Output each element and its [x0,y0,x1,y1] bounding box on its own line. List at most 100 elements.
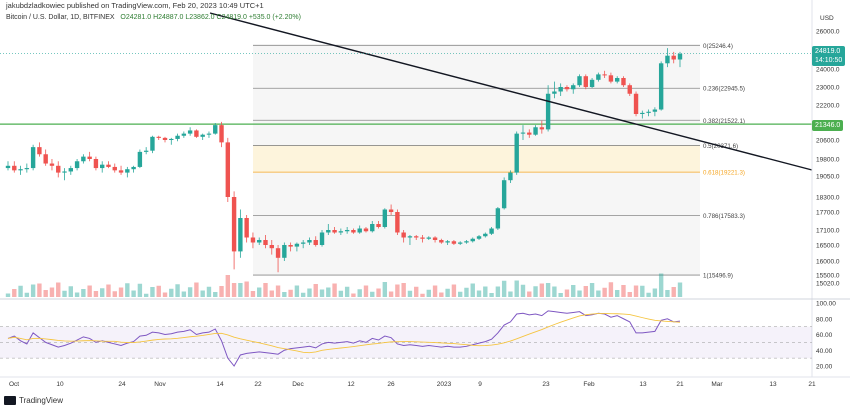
volume-bar [307,288,312,297]
volume-bar [658,273,664,297]
time-axis-tick: 21 [808,381,816,388]
price-axis-tick: 15020.0 [816,281,840,288]
volume-bar [382,282,388,297]
volume-bar [476,290,482,297]
time-axis-tick: Dec [292,381,304,388]
candle-body [62,171,67,173]
volume-bar [545,283,551,297]
volume-bar [457,291,463,297]
tradingview-footer[interactable]: TradingView [4,396,63,405]
fib-level-label: 1(15496.9) [703,273,733,280]
time-axis-tick: 23 [542,381,550,388]
volume-bar [87,285,92,297]
volume-bar [338,290,344,297]
price-axis-tick: 18300.0 [816,195,840,202]
volume-bar [332,283,337,297]
candle-body [269,245,274,249]
horizontal-line-price: 21346.0 [815,122,841,129]
volume-bar [432,285,438,297]
volume-bar [602,287,607,297]
candle-body [87,156,92,159]
candle-body [420,237,425,239]
volume-bar [621,285,626,297]
time-axis-tick: 26 [387,381,395,388]
candle-body [24,168,30,170]
volume-bar [344,286,350,297]
volume-bar [269,290,274,297]
candle-body [56,165,61,173]
volume-bar [300,292,306,297]
volume-bar [589,283,595,297]
candle-body [100,164,105,169]
candle-body [313,240,318,245]
publisher-info: jakubdzladkowiec published on TradingVie… [6,1,264,10]
candle-body [43,154,48,164]
fib-level-label: 0(25246.4) [703,43,733,50]
candle-body [388,209,394,212]
volume-bar [357,289,362,297]
time-axis-tick: 12 [347,381,355,388]
volume-bar [313,284,318,297]
time-axis-tick: Oct [9,381,19,388]
time-axis-tick: Feb [583,381,595,388]
candle-body [37,147,42,155]
volume-bar [514,280,519,297]
candle-body [363,228,369,232]
candle-body [125,169,130,173]
candle-body [646,111,651,113]
time-axis-tick: 13 [639,381,647,388]
volume-bar [244,281,249,297]
candle-body [344,230,350,232]
candle-body [319,232,325,245]
candle-body [602,74,607,76]
volume-bar [501,280,507,297]
volume-bar [137,283,143,297]
volume-bar [508,291,513,297]
symbol-name: Bitcoin / U.S. Dollar, 1D, BITFINEX [6,14,115,21]
volume-bar [93,291,99,297]
volume-bar [118,287,124,297]
candle-body [187,130,193,134]
volume-bar [665,290,670,297]
rsi-axis-tick: 40.00 [816,348,833,355]
candle-body [376,224,381,227]
volume-bar [294,285,300,297]
candle-body [200,134,205,137]
volume-bar [370,291,375,297]
volume-bar [62,290,67,297]
volume-bar [5,293,11,297]
volume-bar [187,287,193,297]
descending-trendline [209,12,813,171]
candle-body [275,248,281,258]
candle-body [175,135,180,139]
rsi-axis-tick: 80.00 [816,316,833,323]
volume-bar [640,285,645,297]
volume-bar [194,282,199,297]
candle-body [571,85,576,90]
volume-bar [250,291,256,297]
candle-body [564,87,570,90]
volume-bar [56,282,61,297]
candle-body [457,242,463,244]
volume-bar [169,288,174,297]
volume-bar [231,283,237,297]
candle-body [633,93,639,114]
candle-body [621,78,626,86]
candle-body [81,156,86,162]
volume-bar [677,282,683,297]
price-axis-tick: 17700.0 [816,210,840,217]
candle-body [181,133,187,136]
volume-bar [282,292,287,297]
time-axis-tick: 10 [56,381,64,388]
candle-body [300,242,306,244]
candle-body [307,240,312,243]
price-axis-tick: 23000.0 [816,85,840,92]
volume-bar [37,283,42,297]
time-axis-tick: 22 [254,381,262,388]
tradingview-brand: TradingView [19,396,64,405]
volume-bar [131,290,136,297]
candle-body [495,208,501,229]
bar-countdown: 14:10:50 [815,57,843,64]
candle-body [150,136,155,151]
